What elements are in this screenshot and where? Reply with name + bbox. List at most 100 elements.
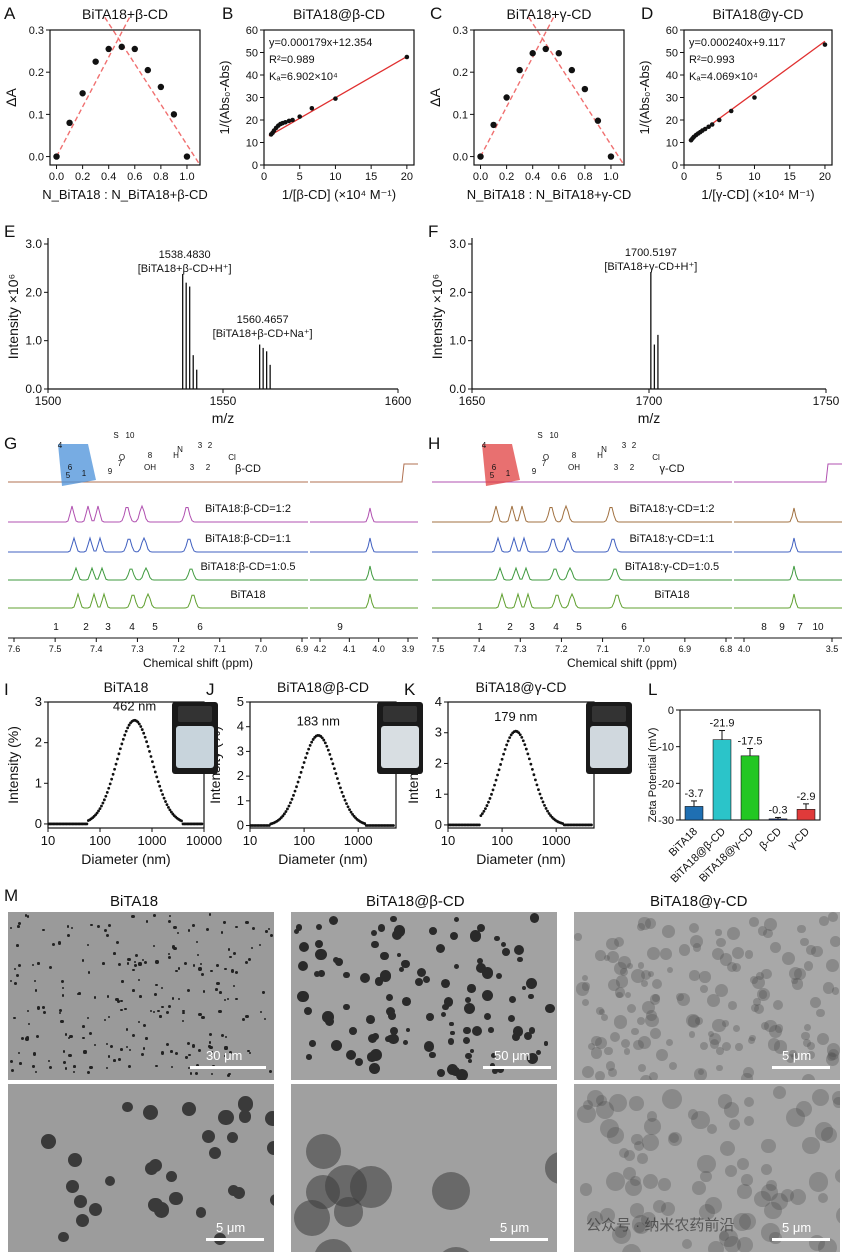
sem-particle <box>52 942 56 946</box>
sem-particle <box>142 1104 159 1121</box>
sem-particle <box>263 1017 267 1020</box>
sem-particle <box>120 1048 124 1051</box>
structure-label: 8 <box>148 451 153 460</box>
sem-particle <box>490 1062 496 1068</box>
dls-point <box>325 744 329 748</box>
sem-particle <box>605 1172 625 1192</box>
dls-point <box>490 792 493 796</box>
sem-particle <box>649 1072 659 1080</box>
sem-particle <box>393 925 406 937</box>
cyclodextrin-cone <box>58 444 96 486</box>
sem-particle <box>126 962 129 965</box>
sem-particle <box>159 1015 162 1018</box>
sem-particle <box>803 1038 812 1047</box>
sem-particle <box>83 1050 87 1054</box>
sem-particle <box>145 1037 148 1040</box>
sem-particle <box>827 1049 839 1061</box>
sem-particle <box>811 945 823 958</box>
dls-point <box>328 753 332 756</box>
dls-point <box>284 810 288 813</box>
sem-particle <box>200 972 204 976</box>
sem-particle <box>152 945 156 948</box>
sem-particle <box>626 1003 637 1013</box>
y-tick-label: 1 <box>237 793 244 808</box>
sem-particle <box>618 955 632 969</box>
dls-point <box>290 797 294 801</box>
sem-particle <box>369 1049 382 1062</box>
sem-particle <box>816 1032 829 1046</box>
sem-particle <box>751 975 765 989</box>
sem-particle <box>591 1036 602 1047</box>
sem-particle <box>641 969 652 981</box>
sem-particle <box>834 1169 840 1184</box>
sem-particle <box>596 1100 615 1120</box>
sem-particle <box>774 1024 784 1033</box>
sem-particle <box>646 947 661 961</box>
panel-letter-b: B <box>222 4 234 23</box>
sem-particle <box>441 978 451 988</box>
sem-particle <box>545 1152 557 1184</box>
sem-particle <box>32 1052 37 1056</box>
trace-label: β-CD <box>235 463 261 475</box>
dls-point <box>104 794 108 798</box>
panel-letter-l: L <box>648 680 658 699</box>
sem-particle <box>706 1124 717 1135</box>
sem-particle <box>481 967 494 979</box>
peak-size-label: 183 nm <box>297 713 340 728</box>
sem-particle <box>62 987 65 990</box>
sem-particle <box>133 960 137 964</box>
data-point <box>131 45 138 53</box>
sem-particle <box>171 945 175 949</box>
y-tick-label: 3.0 <box>449 237 466 251</box>
dls-point <box>485 804 489 807</box>
sem-particle <box>579 1183 593 1196</box>
sem-particle <box>649 1028 661 1040</box>
sem-particle <box>528 1027 536 1034</box>
sem-image-bita18-gamma-high <box>574 1084 840 1252</box>
y-tick-label: 1 <box>435 786 442 801</box>
sem-particle <box>450 1030 455 1036</box>
sem-particle <box>545 1003 555 1014</box>
sem-particle <box>227 1073 231 1078</box>
sem-title-bita18-beta: BiTA18@β-CD <box>366 893 465 910</box>
sem-particle <box>148 1198 163 1213</box>
y-tick-label: 20 <box>246 115 258 127</box>
sem-particle <box>660 1201 675 1217</box>
y-tick-label: -10 <box>658 742 674 754</box>
sem-particle <box>697 1154 716 1174</box>
sem-particle <box>245 920 249 924</box>
peak-annotation: [BiTA18+β-CD+Na⁺] <box>213 328 313 340</box>
sem-particle <box>454 963 460 969</box>
sem-particle <box>526 977 537 989</box>
sem-particle <box>646 1010 658 1021</box>
sem-particle <box>750 1003 759 1012</box>
sem-particle <box>692 943 702 953</box>
sem-particle <box>685 1013 700 1028</box>
data-point <box>79 90 86 97</box>
sem-particle <box>208 1045 211 1048</box>
fit-annotation: R²=0.993 <box>689 54 735 66</box>
sem-particle <box>385 1035 392 1043</box>
sem-particle <box>124 1007 128 1011</box>
sem-particle <box>637 1063 647 1073</box>
sem-particle <box>803 1023 812 1031</box>
dls-point <box>488 797 492 800</box>
sem-particle <box>196 1064 200 1068</box>
sem-particle <box>637 1153 648 1164</box>
sem-particle <box>173 946 177 951</box>
x-tick-label: 1500 <box>35 394 62 408</box>
sem-particle <box>244 960 248 964</box>
peak-annotation: 1700.5197 <box>625 247 677 259</box>
sem-particle <box>208 1032 213 1037</box>
y-tick-label: 0 <box>35 816 42 831</box>
dls-point <box>590 823 593 827</box>
sem-particle <box>406 1027 411 1032</box>
scalebar-label-5: 5 μm <box>782 1220 812 1235</box>
sem-particle <box>57 941 62 945</box>
sem-particle <box>108 924 112 928</box>
x-axis-label: Diameter (nm) <box>476 851 565 867</box>
dls-point <box>518 733 522 737</box>
sem-particle <box>523 1031 532 1040</box>
dls-point <box>85 822 89 826</box>
sem-particle <box>149 1158 163 1172</box>
